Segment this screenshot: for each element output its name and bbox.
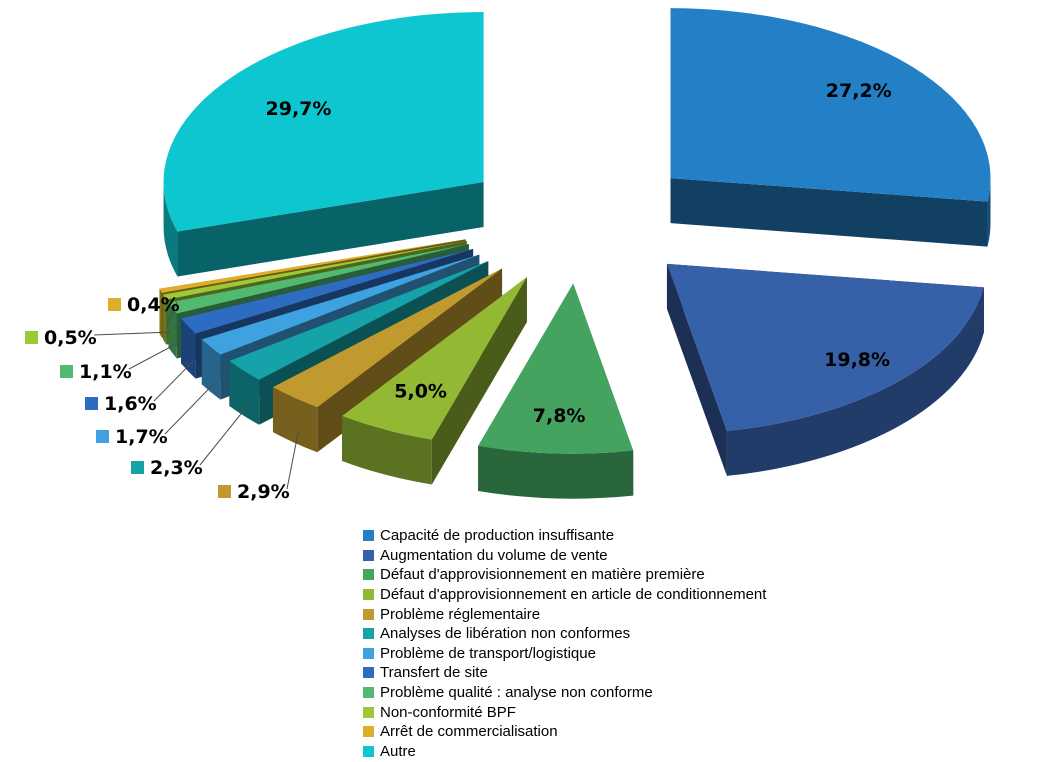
data-label: 27,2%	[826, 80, 892, 102]
legend-key-swatch	[363, 745, 374, 757]
chart-legend: Capacité de production insuffisante Augme…	[363, 526, 766, 761]
slice-side-wall	[666, 263, 727, 476]
slice-top-face	[229, 261, 489, 380]
label-key-swatch	[60, 365, 73, 378]
legend-key-swatch	[363, 706, 374, 718]
legend-key-swatch	[363, 569, 374, 581]
legend-label: Transfert de site	[380, 664, 488, 682]
legend-label: Non-conformité BPF	[380, 703, 516, 721]
legend-key-swatch	[363, 628, 374, 640]
data-label: 1,6%	[104, 393, 157, 415]
legend-key-swatch	[363, 530, 374, 542]
slice-rim-wall	[478, 445, 634, 499]
data-label: 2,3%	[150, 457, 203, 479]
slice-top-face	[478, 283, 634, 454]
legend-label: Problème qualité : analyse non conforme	[380, 684, 653, 702]
legend-label: Autre	[380, 742, 416, 760]
data-label: 7,8%	[533, 405, 586, 427]
label-key-swatch	[108, 298, 121, 311]
data-label: 0,5%	[44, 327, 97, 349]
legend-item: Problème qualité : analyse non conforme	[363, 683, 766, 703]
legend-key-swatch	[363, 687, 374, 699]
slice-top-face	[272, 268, 503, 408]
label-key-swatch	[25, 331, 38, 344]
legend-label: Défaut d'approvisionnement en matière pr…	[380, 566, 705, 584]
slice-rim-wall	[163, 182, 178, 277]
label-leader-line	[166, 301, 178, 327]
pie-slice-1	[666, 263, 984, 476]
label-key-swatch	[85, 397, 98, 410]
pie-slice-11	[163, 12, 484, 277]
legend-item: Analyses de libération non conformes	[363, 624, 766, 644]
legend-key-swatch	[363, 549, 374, 561]
data-label: 29,7%	[266, 98, 332, 120]
slice-side-wall	[177, 182, 484, 277]
slice-top-face	[168, 244, 469, 314]
slice-top-face	[181, 248, 474, 334]
slice-top-face	[201, 254, 480, 355]
legend-item: Défaut d'approvisionnement en article de…	[363, 585, 766, 605]
slice-top-face	[342, 277, 527, 440]
legend-label: Problème de transport/logistique	[380, 644, 596, 662]
legend-item: Autre	[363, 742, 766, 762]
legend-label: Arrêt de commercialisation	[380, 723, 558, 741]
data-label: 5,0%	[394, 380, 447, 402]
legend-key-swatch	[363, 608, 374, 620]
slice-side-wall	[670, 178, 988, 247]
slice-top-face	[666, 263, 984, 431]
legend-key-swatch	[363, 589, 374, 601]
legend-label: Problème réglementaire	[380, 605, 541, 623]
slice-top-face	[163, 12, 484, 232]
pie-slice-3	[342, 277, 527, 485]
data-label: 1,7%	[115, 426, 168, 448]
slice-rim-wall	[201, 339, 221, 400]
legend-item: Transfert de site	[363, 663, 766, 683]
legend-item: Capacité de production insuffisante	[363, 526, 766, 546]
legend-item: Problème réglementaire	[363, 604, 766, 624]
pie-slice-0	[670, 8, 991, 247]
legend-label: Capacité de production insuffisante	[380, 527, 615, 545]
label-leader-line	[128, 342, 179, 370]
pie-chart-canvas: 27,2% 19,8% 7,8% 5,0% 2,9% 2,3% 1,7% 1,6% 1,1% 0,…	[25, 8, 991, 503]
legend-item: Défaut d'approvisionnement en matière pr…	[363, 565, 766, 585]
label-leader-line	[93, 331, 171, 336]
legend-item: Arrêt de commercialisation	[363, 722, 766, 742]
legend-item: Problème de transport/logistique	[363, 644, 766, 664]
slice-rim-wall	[342, 415, 432, 485]
label-key-swatch	[131, 461, 144, 474]
pie-slice-2	[478, 283, 634, 499]
slice-rim-wall	[987, 178, 991, 247]
data-label: 1,1%	[79, 361, 132, 383]
label-leader-line	[164, 380, 217, 435]
legend-item: Augmentation du volume de vente	[363, 546, 766, 566]
label-key-swatch	[96, 430, 109, 443]
label-leader-line	[199, 404, 249, 466]
slice-rim-wall	[229, 361, 260, 425]
slice-rim-wall	[726, 287, 984, 476]
legend-label: Défaut d'approvisionnement en article de…	[380, 586, 767, 604]
legend-key-swatch	[363, 667, 374, 679]
label-key-swatch	[218, 485, 231, 498]
data-label: 2,9%	[237, 481, 290, 503]
data-label: 0,4%	[127, 294, 180, 316]
legend-label: Analyses de libération non conformes	[380, 625, 631, 643]
slice-rim-wall	[181, 318, 196, 379]
label-leader-line	[153, 360, 195, 402]
legend-key-swatch	[363, 647, 374, 659]
slice-top-face	[159, 239, 466, 293]
slice-rim-wall	[272, 387, 318, 453]
data-label: 19,8%	[824, 349, 890, 371]
label-leader-line	[286, 431, 299, 490]
slice-rim-wall	[159, 288, 162, 338]
slice-side-wall	[229, 261, 489, 407]
legend-key-swatch	[363, 726, 374, 738]
slice-top-face	[670, 8, 991, 202]
legend-item: Non-conformité BPF	[363, 702, 766, 722]
legend-label: Augmentation du volume de vente	[380, 546, 608, 564]
slice-top-face	[163, 241, 467, 300]
